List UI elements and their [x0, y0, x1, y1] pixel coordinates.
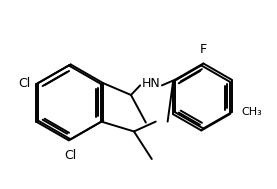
- Text: Cl: Cl: [18, 77, 30, 90]
- Text: CH₃: CH₃: [242, 107, 262, 117]
- Text: F: F: [200, 43, 207, 56]
- Text: Cl: Cl: [65, 149, 77, 162]
- Text: HN: HN: [142, 77, 160, 90]
